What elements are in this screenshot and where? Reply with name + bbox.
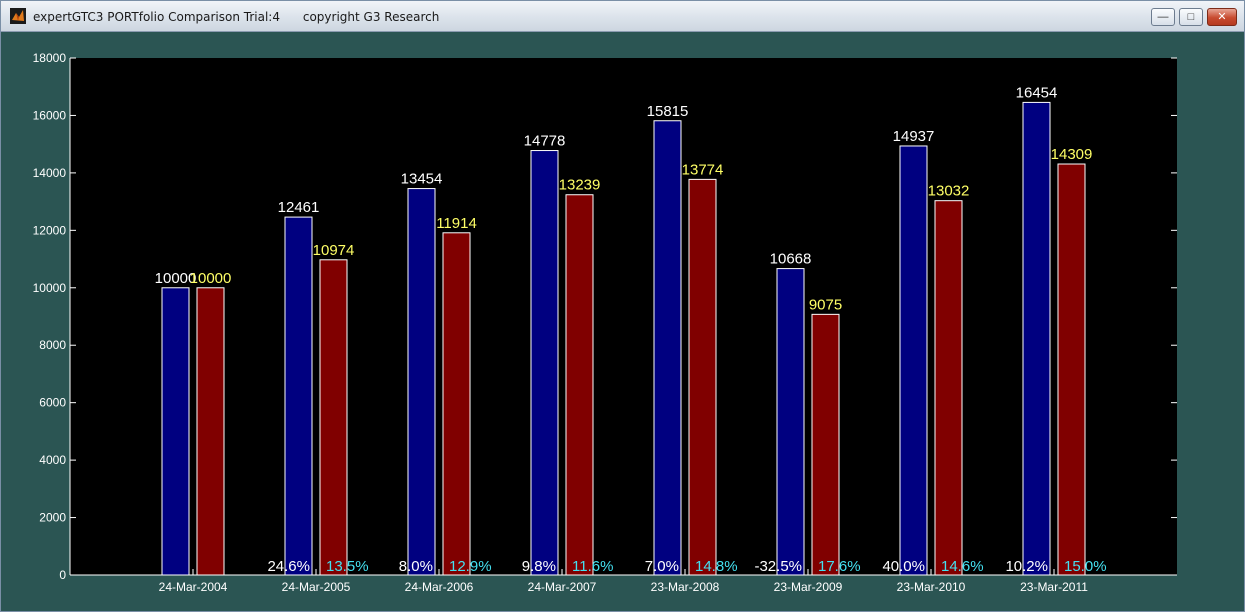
percent-label-series-1: 8.0% <box>399 558 433 575</box>
x-tick-label: 24-Mar-2005 <box>282 580 351 594</box>
close-button[interactable]: ✕ <box>1207 8 1237 26</box>
minimize-button[interactable]: — <box>1151 8 1175 26</box>
value-label-series-2: 10000 <box>190 270 232 287</box>
percent-label-series-1: 10.2% <box>1005 558 1048 575</box>
bar-series-2 <box>811 313 840 576</box>
percent-label-series-2: 15.0% <box>1064 558 1107 575</box>
y-tick-label: 6000 <box>39 396 66 410</box>
maximize-icon: □ <box>1187 10 1195 23</box>
x-tick-label: 24-Mar-2004 <box>159 580 228 594</box>
value-label-series-2: 13032 <box>928 183 970 200</box>
bar-series-2 <box>565 194 594 576</box>
value-label-series-2: 10974 <box>313 242 355 259</box>
percent-label-series-1: -32.5% <box>754 558 802 575</box>
bar-series-1 <box>653 120 682 576</box>
x-tick-label: 24-Mar-2006 <box>405 580 474 594</box>
value-label-series-1: 10668 <box>770 251 812 268</box>
x-tick-label: 24-Mar-2007 <box>528 580 597 594</box>
percent-label-series-2: 17.6% <box>818 558 861 575</box>
value-label-series-1: 14937 <box>893 128 935 145</box>
bar-series-2 <box>688 178 717 576</box>
x-tick-label: 23-Mar-2009 <box>774 580 843 594</box>
percent-label-series-1: 24.6% <box>267 558 310 575</box>
y-tick-label: 0 <box>59 568 66 582</box>
bar-chart: 0 2000 4000 6000 8000 10000 12000 14000 16000 180… <box>33 51 1177 594</box>
matlab-icon <box>10 8 26 24</box>
bar-series-2 <box>196 287 225 576</box>
value-label-series-1: 10000 <box>155 270 197 287</box>
value-label-series-2: 13774 <box>682 161 724 178</box>
bar-series-1 <box>899 145 928 576</box>
figure-canvas: 0 2000 4000 6000 8000 10000 12000 14000 16000 180… <box>9 32 1238 605</box>
bar-series-1 <box>407 188 436 576</box>
y-tick-label: 10000 <box>33 281 67 295</box>
y-tick-label: 18000 <box>33 51 67 65</box>
value-label-series-1: 15815 <box>647 103 689 120</box>
bar-series-2 <box>442 232 471 576</box>
bar-series-1 <box>530 150 559 576</box>
percent-label-series-2: 13.5% <box>326 558 369 575</box>
percent-label-series-2: 14.6% <box>941 558 984 575</box>
y-tick-label: 8000 <box>39 338 66 352</box>
bar-series-1 <box>1022 101 1051 576</box>
x-tick-label: 23-Mar-2008 <box>651 580 720 594</box>
minimize-icon: — <box>1157 10 1169 23</box>
bar-series-1 <box>776 268 805 576</box>
value-label-series-2: 11914 <box>436 215 477 232</box>
x-tick-label: 23-Mar-2010 <box>897 580 966 594</box>
value-label-series-1: 13454 <box>401 171 443 188</box>
bar-series-2 <box>934 200 963 576</box>
bar-series-1 <box>161 287 190 576</box>
percent-label-series-2: 12.9% <box>449 558 492 575</box>
y-tick-label: 4000 <box>39 453 66 467</box>
window-title: expertGTC3 PORTfolio Comparison Trial:4 … <box>33 10 440 24</box>
x-tick-label: 23-Mar-2011 <box>1020 580 1088 594</box>
y-tick-label: 16000 <box>33 108 67 122</box>
title-bar[interactable]: expertGTC3 PORTfolio Comparison Trial:4 … <box>1 1 1244 32</box>
percent-label-series-1: 9.8% <box>522 558 556 575</box>
plot-area <box>70 58 1177 575</box>
y-tick-label: 14000 <box>33 166 67 180</box>
y-tick-label: 2000 <box>39 511 66 525</box>
close-icon: ✕ <box>1217 10 1227 23</box>
bar-series-1 <box>284 216 313 576</box>
percent-label-series-1: 7.0% <box>645 558 679 575</box>
value-label-series-2: 13239 <box>559 177 601 194</box>
percent-label-series-2: 11.6% <box>572 558 613 575</box>
value-label-series-2: 9075 <box>809 296 842 313</box>
value-label-series-1: 12461 <box>278 199 320 216</box>
percent-label-series-2: 14.8% <box>695 558 738 575</box>
maximize-button[interactable]: □ <box>1179 8 1203 26</box>
bar-series-2 <box>319 259 348 576</box>
y-tick-label: 12000 <box>33 223 67 237</box>
value-label-series-1: 16454 <box>1016 84 1058 101</box>
percent-label-series-1: 40.0% <box>882 558 925 575</box>
value-label-series-2: 14309 <box>1051 146 1093 163</box>
value-label-series-1: 14778 <box>524 133 566 150</box>
bar-series-2 <box>1057 163 1086 576</box>
